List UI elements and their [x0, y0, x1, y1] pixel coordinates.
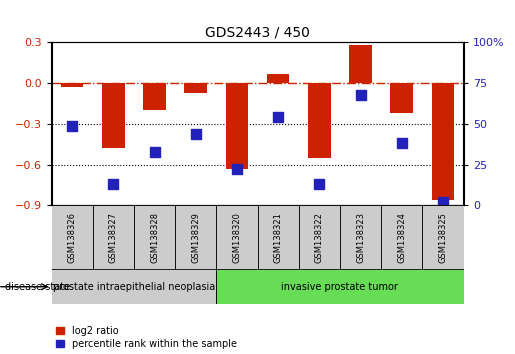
- Point: [356, 92, 365, 97]
- Text: GSM138325: GSM138325: [438, 212, 448, 263]
- Bar: [184, 83, 207, 93]
- Text: GSM138324: GSM138324: [397, 212, 406, 263]
- Text: prostate intraepithelial neoplasia: prostate intraepithelial neoplasia: [53, 282, 215, 292]
- Bar: [61, 83, 83, 87]
- FancyBboxPatch shape: [134, 205, 175, 269]
- FancyBboxPatch shape: [299, 205, 340, 269]
- FancyBboxPatch shape: [381, 205, 422, 269]
- Bar: [390, 83, 413, 113]
- Text: GSM138326: GSM138326: [67, 212, 77, 263]
- Point: [68, 123, 76, 129]
- Bar: [267, 74, 289, 83]
- Text: GSM138320: GSM138320: [232, 212, 242, 263]
- Text: invasive prostate tumor: invasive prostate tumor: [282, 282, 398, 292]
- Bar: [349, 45, 372, 83]
- FancyBboxPatch shape: [93, 205, 134, 269]
- FancyBboxPatch shape: [216, 205, 258, 269]
- FancyBboxPatch shape: [52, 205, 93, 269]
- Bar: [102, 83, 125, 148]
- FancyBboxPatch shape: [340, 205, 381, 269]
- Point: [192, 131, 200, 137]
- FancyBboxPatch shape: [216, 269, 464, 304]
- Text: GSM138321: GSM138321: [273, 212, 283, 263]
- Bar: [226, 83, 248, 169]
- FancyBboxPatch shape: [52, 269, 216, 304]
- Text: disease state: disease state: [5, 282, 70, 292]
- Point: [233, 167, 241, 172]
- Title: GDS2443 / 450: GDS2443 / 450: [205, 26, 310, 40]
- Bar: [143, 83, 166, 110]
- Text: GSM138323: GSM138323: [356, 212, 365, 263]
- Point: [315, 181, 323, 187]
- Point: [109, 181, 117, 187]
- Text: GSM138322: GSM138322: [315, 212, 324, 263]
- FancyBboxPatch shape: [175, 205, 216, 269]
- Bar: [432, 83, 454, 200]
- Point: [274, 115, 282, 120]
- Text: GSM138329: GSM138329: [191, 212, 200, 263]
- Point: [150, 149, 159, 154]
- Point: [439, 199, 447, 205]
- Point: [398, 141, 406, 146]
- FancyBboxPatch shape: [422, 205, 464, 269]
- FancyBboxPatch shape: [258, 205, 299, 269]
- Legend: log2 ratio, percentile rank within the sample: log2 ratio, percentile rank within the s…: [56, 326, 237, 349]
- Text: GSM138328: GSM138328: [150, 212, 159, 263]
- Text: GSM138327: GSM138327: [109, 212, 118, 263]
- Bar: [308, 83, 331, 158]
